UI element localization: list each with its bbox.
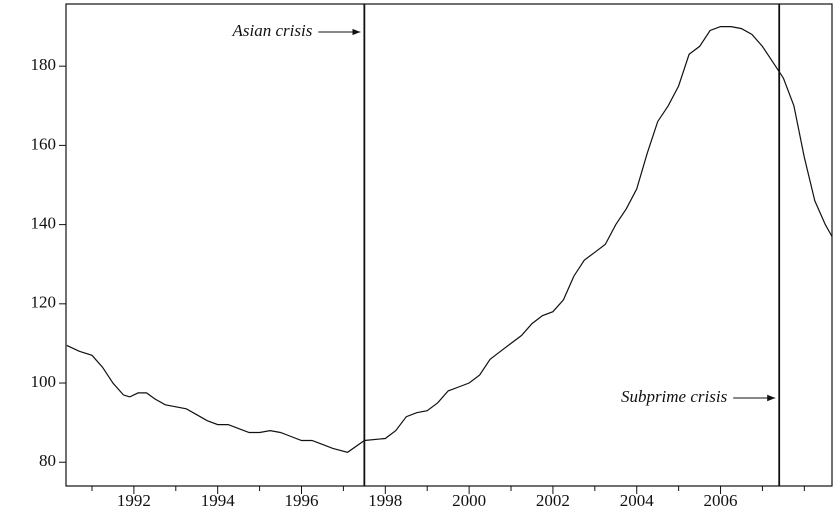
plot-frame [65,3,833,487]
y-tick-label: 140 [31,214,57,233]
x-tick-label: 2006 [704,491,738,510]
annotation: Asian crisis [232,21,313,40]
y-tick-label: 100 [31,372,57,391]
x-tick-label: 1992 [117,491,151,510]
y-tick-label: 180 [31,55,57,74]
y-tick-label: 80 [39,451,56,470]
y-tick-label: 120 [31,293,57,312]
x-tick-label: 1996 [284,491,318,510]
annotation: Subprime crisis [621,387,728,406]
x-tick-label: 1998 [368,491,402,510]
y-tick-label: 160 [31,134,57,153]
x-tick-label: 2002 [536,491,570,510]
x-tick-label: 2000 [452,491,486,510]
x-tick-label: 2004 [620,491,655,510]
data-line [66,26,833,453]
x-tick-label: 1994 [201,491,236,510]
